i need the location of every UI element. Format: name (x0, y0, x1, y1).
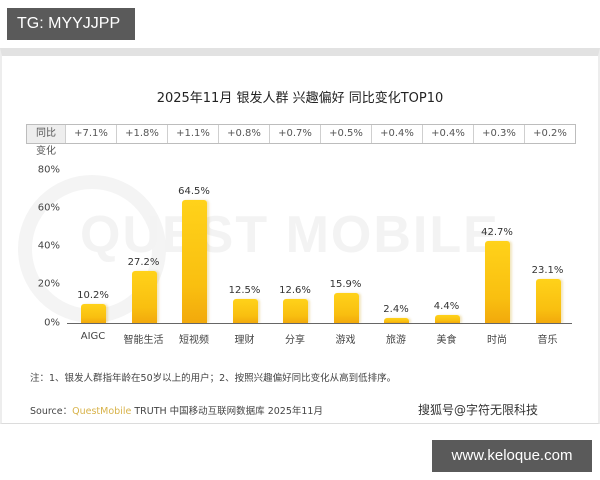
bar-value-label: 12.5% (228, 285, 261, 297)
yoy-cell: +0.4% (371, 125, 422, 143)
y-tick: 60% (37, 202, 60, 214)
x-tick-label: AIGC (80, 331, 106, 342)
watermark-text: QUEST MOBILE (80, 206, 500, 264)
bar-value-label: 64.5% (178, 185, 210, 197)
source-prefix: Source： (30, 406, 73, 417)
y-axis: 0% 20% 40% 60% 80% (30, 163, 62, 333)
yoy-cell: +0.8% (218, 125, 269, 143)
bar (434, 314, 460, 323)
y-tick: 0% (44, 317, 60, 329)
x-axis-line (67, 323, 572, 324)
yoy-cell: +0.2% (524, 125, 575, 143)
bar (131, 270, 157, 323)
credit-watermark: 搜狐号@字符无限科技 (417, 403, 538, 417)
yoy-cell: +0.4% (422, 125, 473, 143)
footnote: 注：1、银发人群指年龄在50岁以上的用户；2、按照兴趣偏好同比变化从高到低排序。 (30, 373, 397, 384)
bar (333, 292, 359, 323)
bar (81, 303, 106, 323)
bar-value-label: 10.2% (77, 289, 109, 301)
bar-value-label: 27.2% (127, 256, 160, 268)
bar-value-label: 23.1% (531, 264, 564, 276)
plot-area: 10.2% 27.2% 64.5% 12.5% 12.6% 15.9% 2.4% 4.4% 42… (67, 170, 572, 323)
source-rest: TRUTH 中国移动互联网数据库 2025年11月 (131, 406, 323, 417)
bar-value-label: 2.4% (383, 304, 409, 316)
x-tick-label: 分享 (285, 335, 305, 346)
x-tick-label: 短视频 (179, 335, 209, 346)
y-tick: 80% (37, 164, 60, 176)
bar (232, 299, 258, 323)
bar-value-label: 4.4% (433, 300, 460, 312)
chart-title: 2025年11月 银发人群 兴趣偏好 同比变化TOP10 (156, 91, 444, 106)
source-line: Source：QuestMobile TRUTH 中国移动互联网数据库 2025… (30, 403, 323, 417)
x-tick-label: 音乐 (537, 335, 558, 346)
bar-value-label: 42.7% (481, 227, 513, 239)
bar (384, 318, 409, 323)
x-tick-label: 游戏 (335, 335, 356, 346)
source-brand: QuestMobile (72, 406, 132, 417)
bar-value-label: 15.9% (329, 278, 362, 290)
x-tick-label: 理财 (234, 335, 255, 346)
x-tick-label: 时尚 (487, 335, 507, 346)
y-tick: 20% (37, 278, 60, 290)
bar (485, 241, 510, 323)
yoy-cell: +0.3% (473, 125, 524, 143)
x-tick-label: 智能生活 (123, 335, 164, 346)
yoy-cell: +1.8% (116, 125, 167, 143)
bar (283, 298, 308, 323)
yoy-cell: +0.5% (320, 125, 371, 143)
x-tick-label: 旅游 (386, 335, 406, 346)
yoy-cell: +0.7% (269, 125, 320, 143)
bottom-tag: www.keloque.com (432, 440, 592, 472)
x-tick-label: 美食 (436, 335, 457, 346)
y-tick: 40% (37, 240, 60, 252)
bar (535, 278, 561, 323)
top-tag: TG: MYYJJPP (7, 8, 135, 40)
bar-value-label: 12.6% (279, 284, 311, 296)
yoy-change-table: 同比变化 +7.1% +1.8% +1.1% +0.8% +0.7% +0.5%… (26, 124, 576, 157)
yoy-cell: +7.1% (65, 125, 116, 143)
yoy-header: 同比变化 (27, 125, 65, 157)
bar (182, 199, 207, 323)
yoy-cell: +1.1% (167, 125, 218, 143)
